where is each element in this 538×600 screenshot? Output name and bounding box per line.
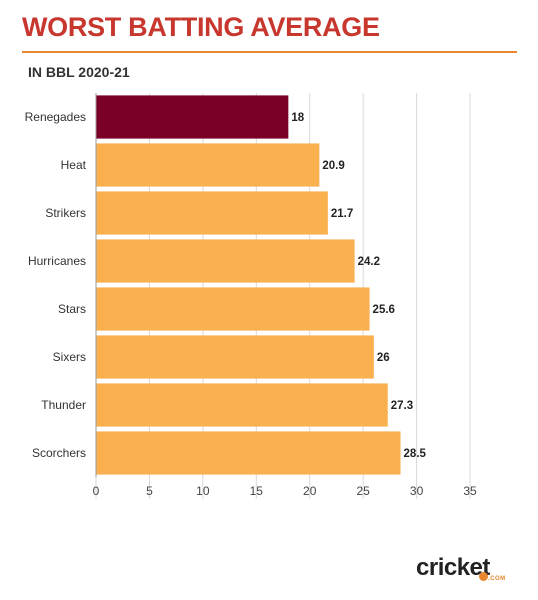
data-label: 20.9: [322, 160, 344, 172]
category-label: Strikers: [45, 206, 86, 220]
category-label: Thunder: [41, 398, 86, 412]
x-tick-label: 20: [303, 484, 317, 498]
brand-wordmark: cricket: [416, 554, 490, 581]
bar: [96, 431, 401, 475]
bar: [96, 239, 355, 283]
x-tick-label: 30: [410, 484, 424, 498]
data-label: 26: [377, 352, 390, 364]
category-label: Hurricanes: [28, 254, 86, 268]
chart-subtitle: IN BBL 2020-21: [28, 64, 130, 80]
x-tick-label: 25: [356, 484, 370, 498]
category-label: Sixers: [53, 350, 86, 364]
data-label: 28.5: [404, 448, 427, 460]
data-label: 18: [291, 112, 304, 124]
bar: [96, 95, 289, 139]
chart-title: WORST BATTING AVERAGE: [22, 12, 380, 42]
bar: [96, 143, 320, 187]
brand-logo: cricket .COM: [416, 554, 516, 586]
data-label: 27.3: [391, 400, 413, 412]
bar: [96, 335, 374, 379]
brand-suffix: .COM: [488, 576, 506, 582]
category-label: Renegades: [25, 110, 86, 124]
category-label: Scorchers: [32, 446, 86, 460]
bar: [96, 383, 388, 427]
data-label: 21.7: [331, 208, 353, 220]
x-tick-label: 10: [196, 484, 210, 498]
x-tick-label: 15: [250, 484, 264, 498]
bar: [96, 191, 328, 235]
title-divider: [22, 51, 517, 53]
x-tick-label: 35: [463, 484, 477, 498]
category-label: Stars: [58, 302, 86, 316]
x-tick-label: 0: [93, 484, 100, 498]
data-label: 25.6: [373, 304, 395, 316]
data-label: 24.2: [358, 256, 380, 268]
category-label: Heat: [61, 158, 87, 172]
x-tick-label: 5: [146, 484, 153, 498]
ball-icon: [479, 572, 488, 581]
bar: [96, 287, 370, 331]
